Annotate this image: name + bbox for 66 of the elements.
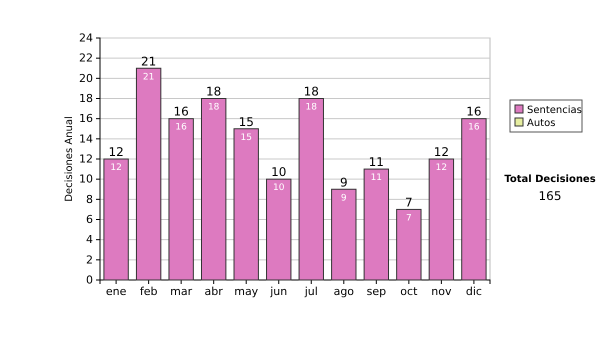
x-tick-label: dic (466, 284, 482, 298)
data-label: 18 (208, 102, 220, 112)
data-label: 9 (340, 193, 347, 204)
y-tick-label: 16 (79, 112, 93, 126)
x-tick-label: sep (366, 284, 386, 298)
bar (168, 118, 194, 280)
total-label: 16 (174, 104, 189, 119)
total-label: 16 (466, 104, 482, 119)
y-tick-label: 18 (79, 92, 93, 106)
bar (364, 168, 390, 280)
y-tick-label: 8 (86, 192, 93, 206)
x-tick-label: jul (304, 284, 318, 298)
data-label: 12 (436, 163, 448, 173)
y-tick-label: 6 (86, 213, 93, 226)
total-label: 11 (368, 155, 384, 170)
x-tick-label: ago (334, 284, 354, 298)
legend-label: Autos (527, 118, 556, 129)
x-tick-label: nov (431, 284, 452, 298)
bar (428, 158, 454, 280)
total-label: 18 (206, 84, 222, 98)
legend-label: Sentencias (527, 105, 582, 116)
data-label: 16 (468, 122, 480, 133)
y-tick-label: 20 (79, 72, 93, 85)
data-label: 7 (406, 213, 412, 224)
total-label: 21 (140, 54, 156, 68)
x-tick-label: mar (170, 284, 193, 298)
bar (266, 178, 292, 280)
text: Total Decisiones (504, 174, 596, 185)
y-tick-label: 12 (79, 152, 93, 166)
y-tick-label: 22 (79, 52, 93, 65)
total-label: 18 (304, 84, 319, 98)
data-label: 21 (142, 72, 154, 82)
data-label: 11 (370, 173, 382, 184)
data-label: 18 (306, 102, 318, 112)
total-label: 15 (238, 114, 254, 129)
bar (234, 128, 259, 280)
y-axis-title: Decisiones Anual (64, 116, 75, 202)
total-label: 12 (108, 145, 124, 159)
bar (331, 188, 356, 280)
data-label: 15 (240, 132, 252, 143)
x-tick-label: ene (106, 284, 127, 298)
y-tick-label: 10 (79, 172, 93, 186)
bar (136, 68, 162, 280)
total-label: 7 (405, 195, 413, 210)
text: 165 (538, 189, 562, 203)
data-label: 16 (175, 122, 188, 133)
total-label: 9 (340, 175, 348, 190)
y-tick-label: 4 (86, 233, 93, 246)
y-tick-label: 24 (79, 32, 93, 45)
y-tick-label: 14 (79, 132, 93, 146)
bar (461, 118, 487, 280)
x-tick-label: feb (140, 284, 158, 298)
total-label: 10 (271, 165, 286, 180)
data-label: 10 (273, 183, 285, 194)
y-tick-label: 0 (86, 274, 93, 287)
data-label: 12 (110, 163, 122, 173)
y-tick-label: 2 (86, 253, 93, 266)
bar (396, 208, 422, 280)
x-tick-label: jun (269, 284, 288, 298)
bar (200, 98, 226, 280)
x-tick-label: abr (204, 284, 224, 298)
bar (103, 158, 129, 280)
bar (298, 98, 324, 280)
x-tick-label: may (234, 284, 259, 298)
x-tick-label: oct (400, 284, 418, 298)
total-label: 12 (434, 145, 450, 159)
